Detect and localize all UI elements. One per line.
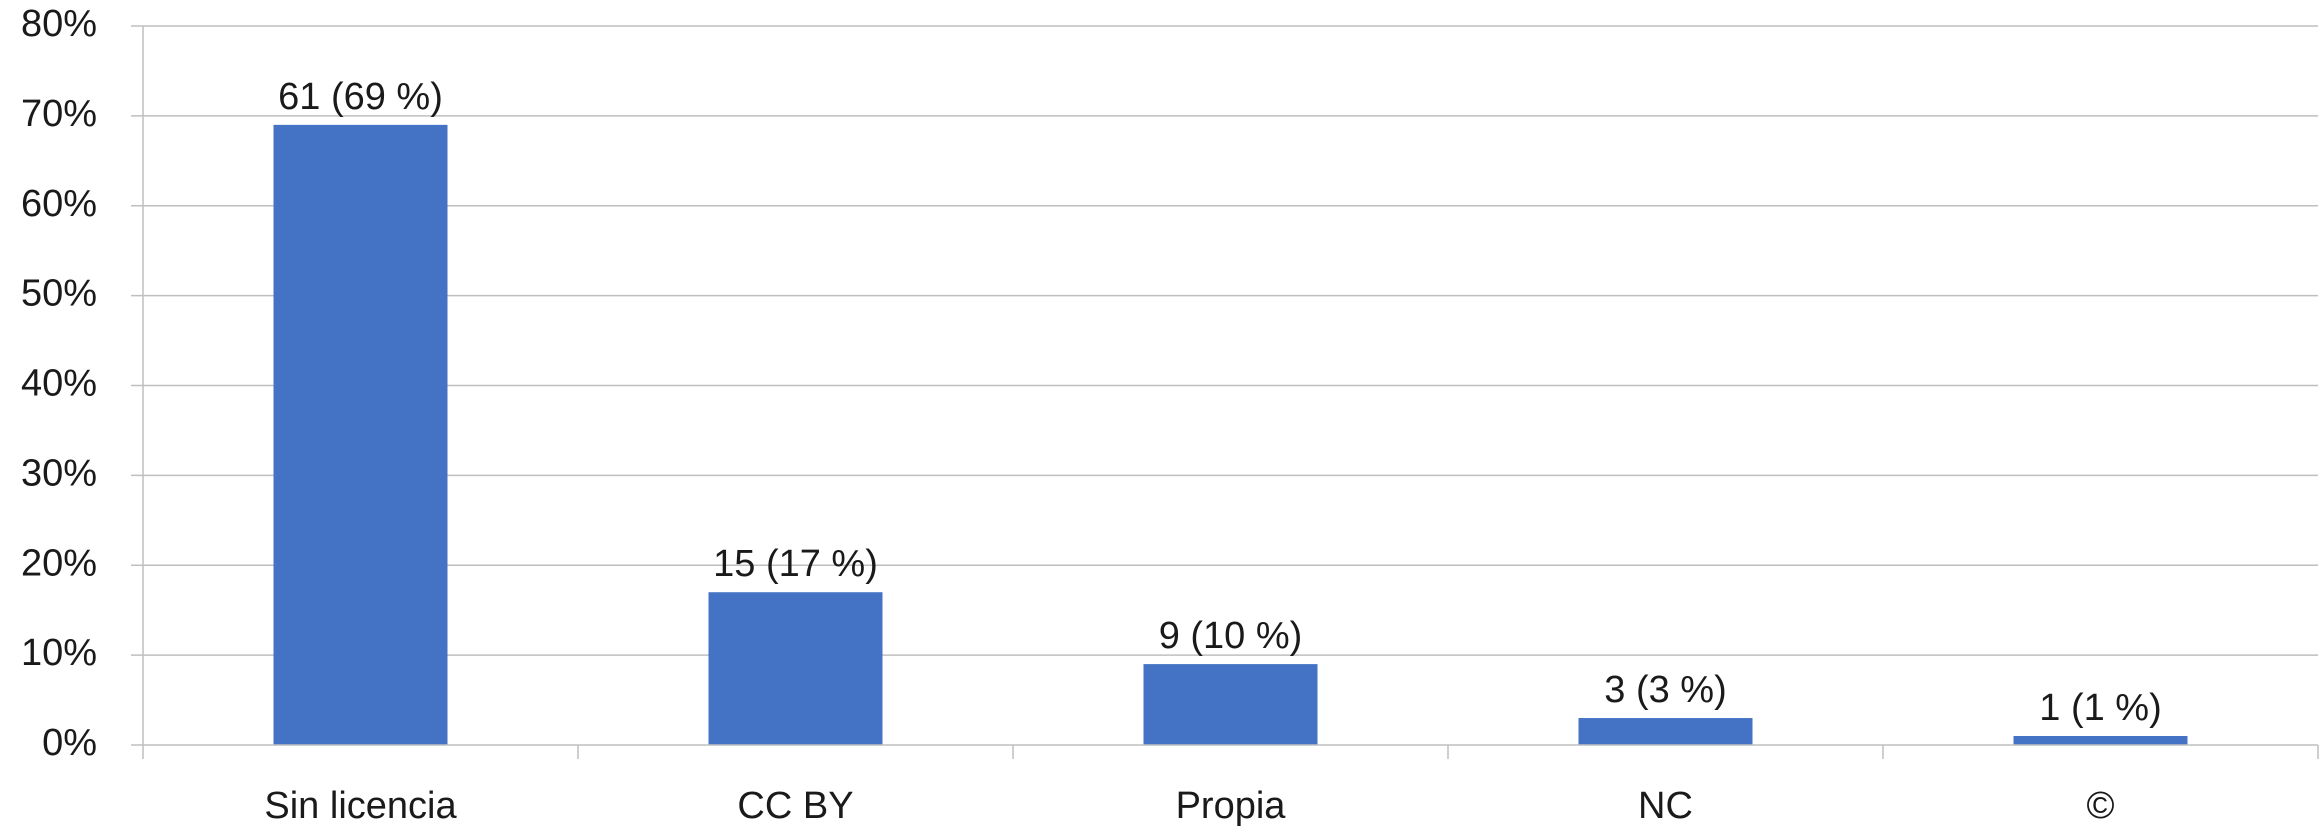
x-tick-label: © <box>2087 785 2115 827</box>
y-tick-label: 30% <box>21 452 97 494</box>
y-tick-label: 10% <box>21 632 97 674</box>
y-tick-label: 0% <box>42 722 97 764</box>
x-tick-label: NC <box>1638 785 1693 827</box>
bar <box>708 592 883 745</box>
y-tick-label: 60% <box>21 183 97 225</box>
y-tick-label: 40% <box>21 363 97 405</box>
gridlines <box>131 25 2318 746</box>
x-tick-label: Sin licencia <box>264 785 457 827</box>
y-tick-label: 80% <box>21 3 97 45</box>
data-labels: 61 (69 %) 15 (17 %) 9 (10 %) 3 (3 %) 1 (1 %) <box>278 76 2162 729</box>
x-axis-labels: Sin licencia CC BY Propia NC © <box>264 785 2114 827</box>
x-tick-label: CC BY <box>737 785 853 827</box>
y-tick-label: 70% <box>21 93 97 135</box>
data-label: 61 (69 %) <box>278 76 443 118</box>
bar <box>273 124 448 746</box>
y-tick-label: 50% <box>21 273 97 315</box>
data-label: 3 (3 %) <box>1604 669 1726 711</box>
bar <box>1578 718 1753 745</box>
data-label: 15 (17 %) <box>713 543 878 585</box>
bar <box>1143 664 1318 745</box>
data-label: 1 (1 %) <box>2039 687 2161 729</box>
y-tick-label: 20% <box>21 542 97 584</box>
data-label: 9 (10 %) <box>1159 615 1303 657</box>
axes <box>142 26 2319 759</box>
x-tick-label: Propia <box>1176 785 1287 827</box>
bars <box>273 124 2188 746</box>
y-axis-ticks: 0% 10% 20% 30% 40% 50% 60% 70% 80% <box>21 3 97 764</box>
bar <box>2013 736 2188 745</box>
